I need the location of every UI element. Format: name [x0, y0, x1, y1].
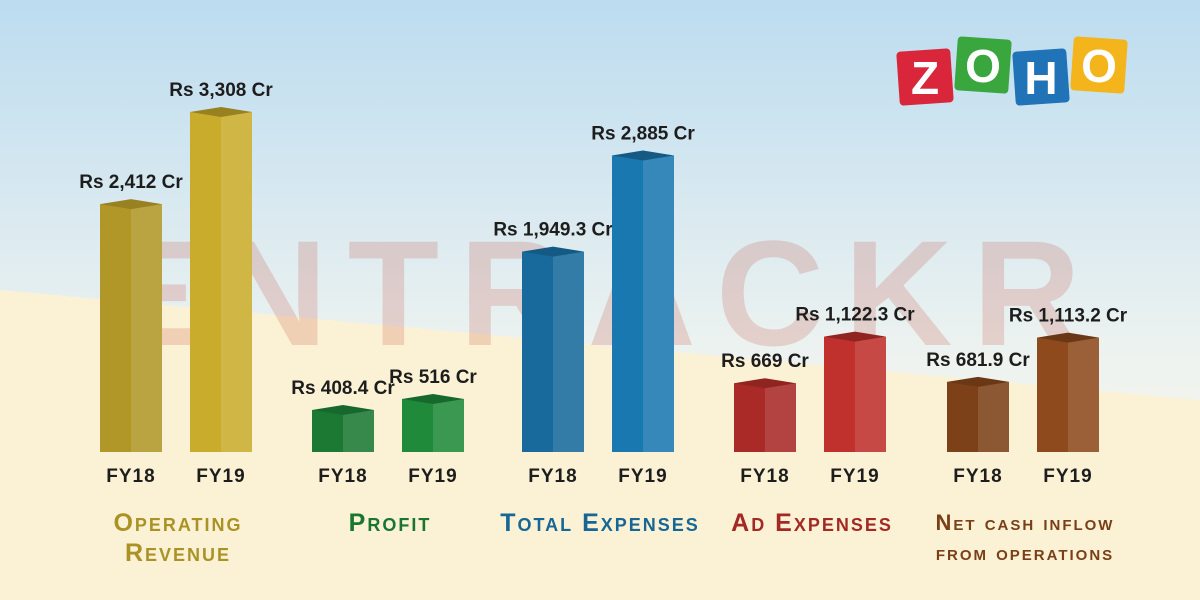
x-tick-label: FY19	[618, 466, 667, 487]
logo-cube	[954, 36, 1012, 94]
value-label: Rs 2,412 Cr	[79, 172, 183, 193]
bar-side	[221, 112, 252, 452]
x-tick-label: FY18	[528, 466, 577, 487]
value-label: Rs 669 Cr	[721, 351, 809, 372]
logo-cube	[1012, 48, 1070, 106]
logo-letter: Z	[911, 52, 939, 104]
value-label: Rs 2,885 Cr	[591, 123, 695, 144]
bar	[402, 398, 464, 452]
bar-top	[612, 150, 674, 161]
x-tick-label: FY18	[740, 466, 789, 487]
logo-letter: H	[1024, 52, 1057, 104]
bar	[190, 112, 252, 452]
floor	[0, 290, 1200, 600]
bar-top	[824, 331, 886, 342]
bar-side	[1068, 337, 1099, 452]
category-label: Total Expenses	[500, 509, 700, 537]
bar-top	[522, 246, 584, 257]
bar	[522, 251, 584, 452]
bar	[612, 155, 674, 452]
category-label: Net cash inflow from operations	[935, 510, 1115, 565]
watermark: ENTRACKR	[99, 209, 1101, 377]
value-label: Rs 3,308 Cr	[169, 80, 273, 101]
value-label: Rs 408.4 Cr	[291, 378, 395, 399]
x-tick-label: FY18	[953, 466, 1002, 487]
x-tick-label: FY19	[830, 466, 879, 487]
x-tick-label: FY18	[106, 466, 155, 487]
bar	[824, 336, 886, 452]
bar-side	[131, 204, 162, 452]
bar	[947, 381, 1009, 452]
bar-side	[855, 336, 886, 452]
category-label: Ad Expenses	[731, 509, 893, 537]
bar	[100, 204, 162, 452]
bar-top	[100, 199, 162, 210]
x-tick-label: FY19	[1043, 466, 1092, 487]
value-label: Rs 516 Cr	[389, 367, 477, 388]
logo-cube	[896, 48, 954, 106]
bar-top	[947, 376, 1009, 387]
x-tick-label: FY19	[196, 466, 245, 487]
logo-letter: O	[1081, 40, 1117, 92]
logo-letter: O	[965, 40, 1001, 92]
value-label: Rs 1,113.2 Cr	[1009, 306, 1128, 327]
bar-top	[402, 393, 464, 404]
x-tick-label: FY19	[408, 466, 457, 487]
bar	[1037, 337, 1099, 452]
bar-side	[343, 410, 374, 452]
value-label: Rs 681.9 Cr	[926, 350, 1030, 371]
bar-side	[433, 398, 464, 452]
logo-cube	[1070, 36, 1128, 94]
bar-top	[312, 405, 374, 416]
x-tick-label: FY18	[318, 466, 367, 487]
bar-side	[765, 383, 796, 452]
bar-side	[553, 251, 584, 452]
bar	[312, 410, 374, 452]
bar-top	[734, 378, 796, 389]
category-label: Profit	[348, 509, 432, 537]
bar-side	[978, 381, 1009, 452]
value-label: Rs 1,949.3 Cr	[493, 220, 613, 241]
bar-top	[1037, 332, 1099, 343]
category-label: Operating Revenue	[113, 509, 243, 567]
bar	[734, 383, 796, 452]
bar-top	[190, 107, 252, 117]
bar-side	[643, 155, 674, 452]
value-label: Rs 1,122.3 Cr	[795, 305, 915, 326]
